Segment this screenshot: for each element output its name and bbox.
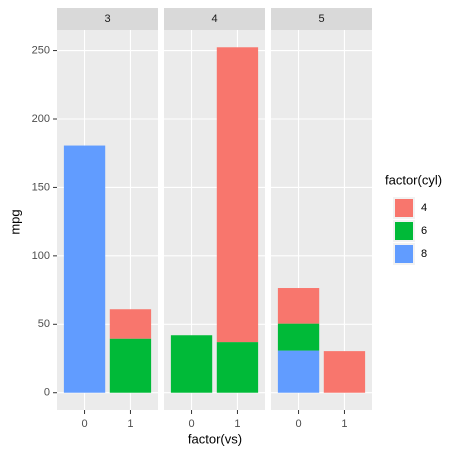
bar	[170, 335, 213, 393]
strip	[57, 8, 158, 30]
y-tick-label: 250	[32, 44, 50, 56]
strip-text: 4	[211, 13, 217, 25]
y-tick-label: 200	[32, 113, 50, 125]
y-tick-label: 0	[44, 387, 50, 399]
legend-title: factor(cyl)	[385, 172, 442, 187]
bar	[277, 350, 320, 393]
bar	[216, 47, 259, 343]
y-tick-label: 50	[38, 318, 50, 330]
strip	[164, 8, 265, 30]
x-tick-label: 1	[341, 418, 347, 430]
strip-text: 5	[318, 13, 324, 25]
legend-label: 8	[421, 248, 427, 260]
x-tick-label: 1	[234, 418, 240, 430]
bar	[323, 351, 366, 393]
legend-label: 4	[421, 202, 427, 214]
y-tick-label: 150	[32, 181, 50, 193]
legend-swatch	[395, 199, 413, 217]
y-axis-title: mpg	[7, 209, 22, 234]
bar	[109, 309, 152, 339]
legend-swatch	[395, 245, 413, 263]
strip	[271, 8, 372, 30]
bar	[109, 338, 152, 393]
bar	[277, 288, 320, 324]
x-tick-label: 0	[295, 418, 301, 430]
x-tick-label: 0	[81, 418, 87, 430]
x-axis-title: factor(vs)	[188, 431, 242, 446]
x-tick-label: 0	[188, 418, 194, 430]
bar	[277, 323, 320, 351]
bar	[63, 145, 106, 393]
y-tick-label: 100	[32, 250, 50, 262]
strip-text: 3	[104, 13, 110, 25]
x-tick-label: 1	[127, 418, 133, 430]
legend-swatch	[395, 222, 413, 240]
bar	[216, 342, 259, 393]
legend-label: 6	[421, 225, 427, 237]
